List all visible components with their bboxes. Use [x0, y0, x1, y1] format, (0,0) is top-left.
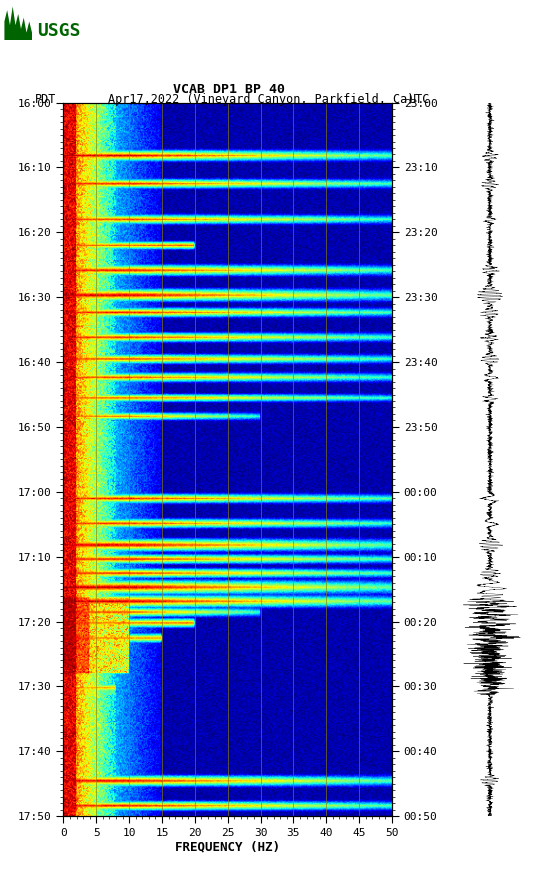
Text: VCAB DP1 BP 40: VCAB DP1 BP 40 — [173, 83, 285, 95]
Text: USGS: USGS — [38, 22, 81, 40]
X-axis label: FREQUENCY (HZ): FREQUENCY (HZ) — [175, 841, 280, 854]
Text: Apr17,2022 (Vineyard Canyon, Parkfield, Ca): Apr17,2022 (Vineyard Canyon, Parkfield, … — [108, 94, 414, 106]
Text: PDT: PDT — [35, 94, 56, 106]
Text: UTC: UTC — [408, 94, 430, 106]
Polygon shape — [4, 6, 32, 40]
